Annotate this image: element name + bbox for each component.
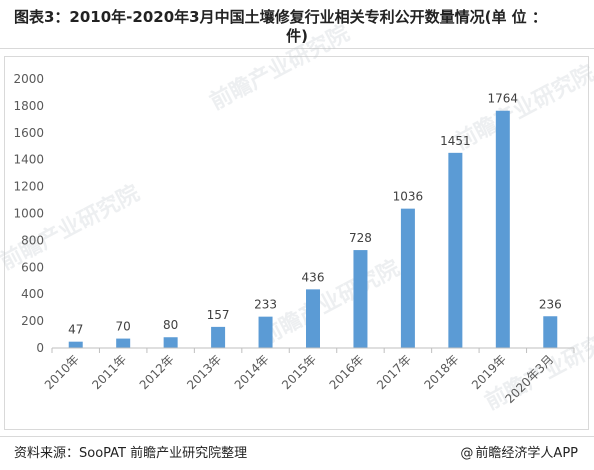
data-label: 1451: [440, 134, 471, 148]
bar: [353, 250, 368, 348]
y-tick-label: 0: [36, 341, 44, 355]
x-tick-label: 2012年: [137, 352, 177, 392]
bar: [258, 316, 273, 348]
x-tick-label: 2010年: [42, 352, 82, 392]
watermark-text: 前瞻产业研究院: [206, 20, 354, 115]
data-labels-layer: 47 70 80 157 233 436 728 1036 1451 1764 236: [68, 92, 562, 337]
at-icon: @: [460, 446, 474, 461]
y-tick-label: 600: [21, 260, 44, 274]
y-tick-label: 1200: [13, 180, 44, 194]
x-tick-label: 2011年: [89, 352, 129, 392]
brand-credit: @ 前瞻经济学人APP: [460, 442, 578, 461]
footer: 资料来源：SooPAT 前瞻产业研究院整理 @ 前瞻经济学人APP: [0, 436, 594, 470]
bar: [68, 341, 83, 348]
data-label: 728: [349, 231, 372, 245]
data-label: 47: [68, 323, 83, 337]
y-tick-label: 800: [21, 233, 44, 247]
title-divider: [0, 48, 594, 49]
y-axis: 0 200 400 600 800 1000 1200 1400 1600 1800 2000: [13, 72, 44, 355]
x-tick-label: 2013年: [184, 352, 224, 392]
y-tick-label: 1000: [13, 207, 44, 221]
footer-divider: [0, 436, 594, 437]
y-tick-label: 1800: [13, 99, 44, 113]
bar: [400, 208, 415, 348]
data-label: 436: [302, 270, 325, 284]
bar: [116, 338, 131, 348]
data-label: 1764: [488, 92, 519, 106]
chart-title-line1: 图表3：2010年-2020年3月中国土壤修复行业相关专利公开数量情况(单 位 …: [14, 8, 547, 26]
plot-frame: [4, 56, 589, 430]
brand-name: 前瞻经济学人APP: [475, 446, 578, 461]
bar: [163, 337, 178, 348]
chart-title-line2: 件): [286, 27, 308, 45]
data-label: 233: [254, 298, 277, 312]
source-note: 资料来源：SooPAT 前瞻产业研究院整理: [14, 446, 248, 461]
y-tick-label: 200: [21, 314, 44, 328]
y-tick-label: 1400: [13, 153, 44, 167]
bar: [211, 326, 226, 348]
bar: [543, 316, 558, 348]
bar: [448, 152, 463, 348]
watermark-text: 前瞻产业研究院: [451, 60, 594, 155]
watermark-text: 前瞻产业研究院: [256, 255, 404, 350]
chart-title: 图表3：2010年-2020年3月中国土壤修复行业相关专利公开数量情况(单 位 …: [14, 8, 580, 45]
x-tick-label: 2017年: [374, 352, 414, 392]
y-tick-label: 1600: [13, 126, 44, 140]
x-tick-label: 2015年: [279, 352, 319, 392]
data-label: 70: [116, 320, 131, 334]
y-tick-label: 2000: [13, 72, 44, 86]
bar: [306, 289, 320, 348]
data-label: 236: [539, 297, 562, 311]
bars-layer: [68, 110, 558, 348]
x-tick-label: 2014年: [232, 352, 272, 392]
x-tick-label: 2016年: [327, 352, 367, 392]
data-label: 157: [207, 308, 230, 322]
y-tick-label: 400: [21, 287, 44, 301]
data-label: 1036: [393, 190, 424, 204]
x-tick-label: 2018年: [422, 352, 462, 392]
bar: [495, 110, 510, 348]
data-label: 80: [163, 318, 178, 332]
